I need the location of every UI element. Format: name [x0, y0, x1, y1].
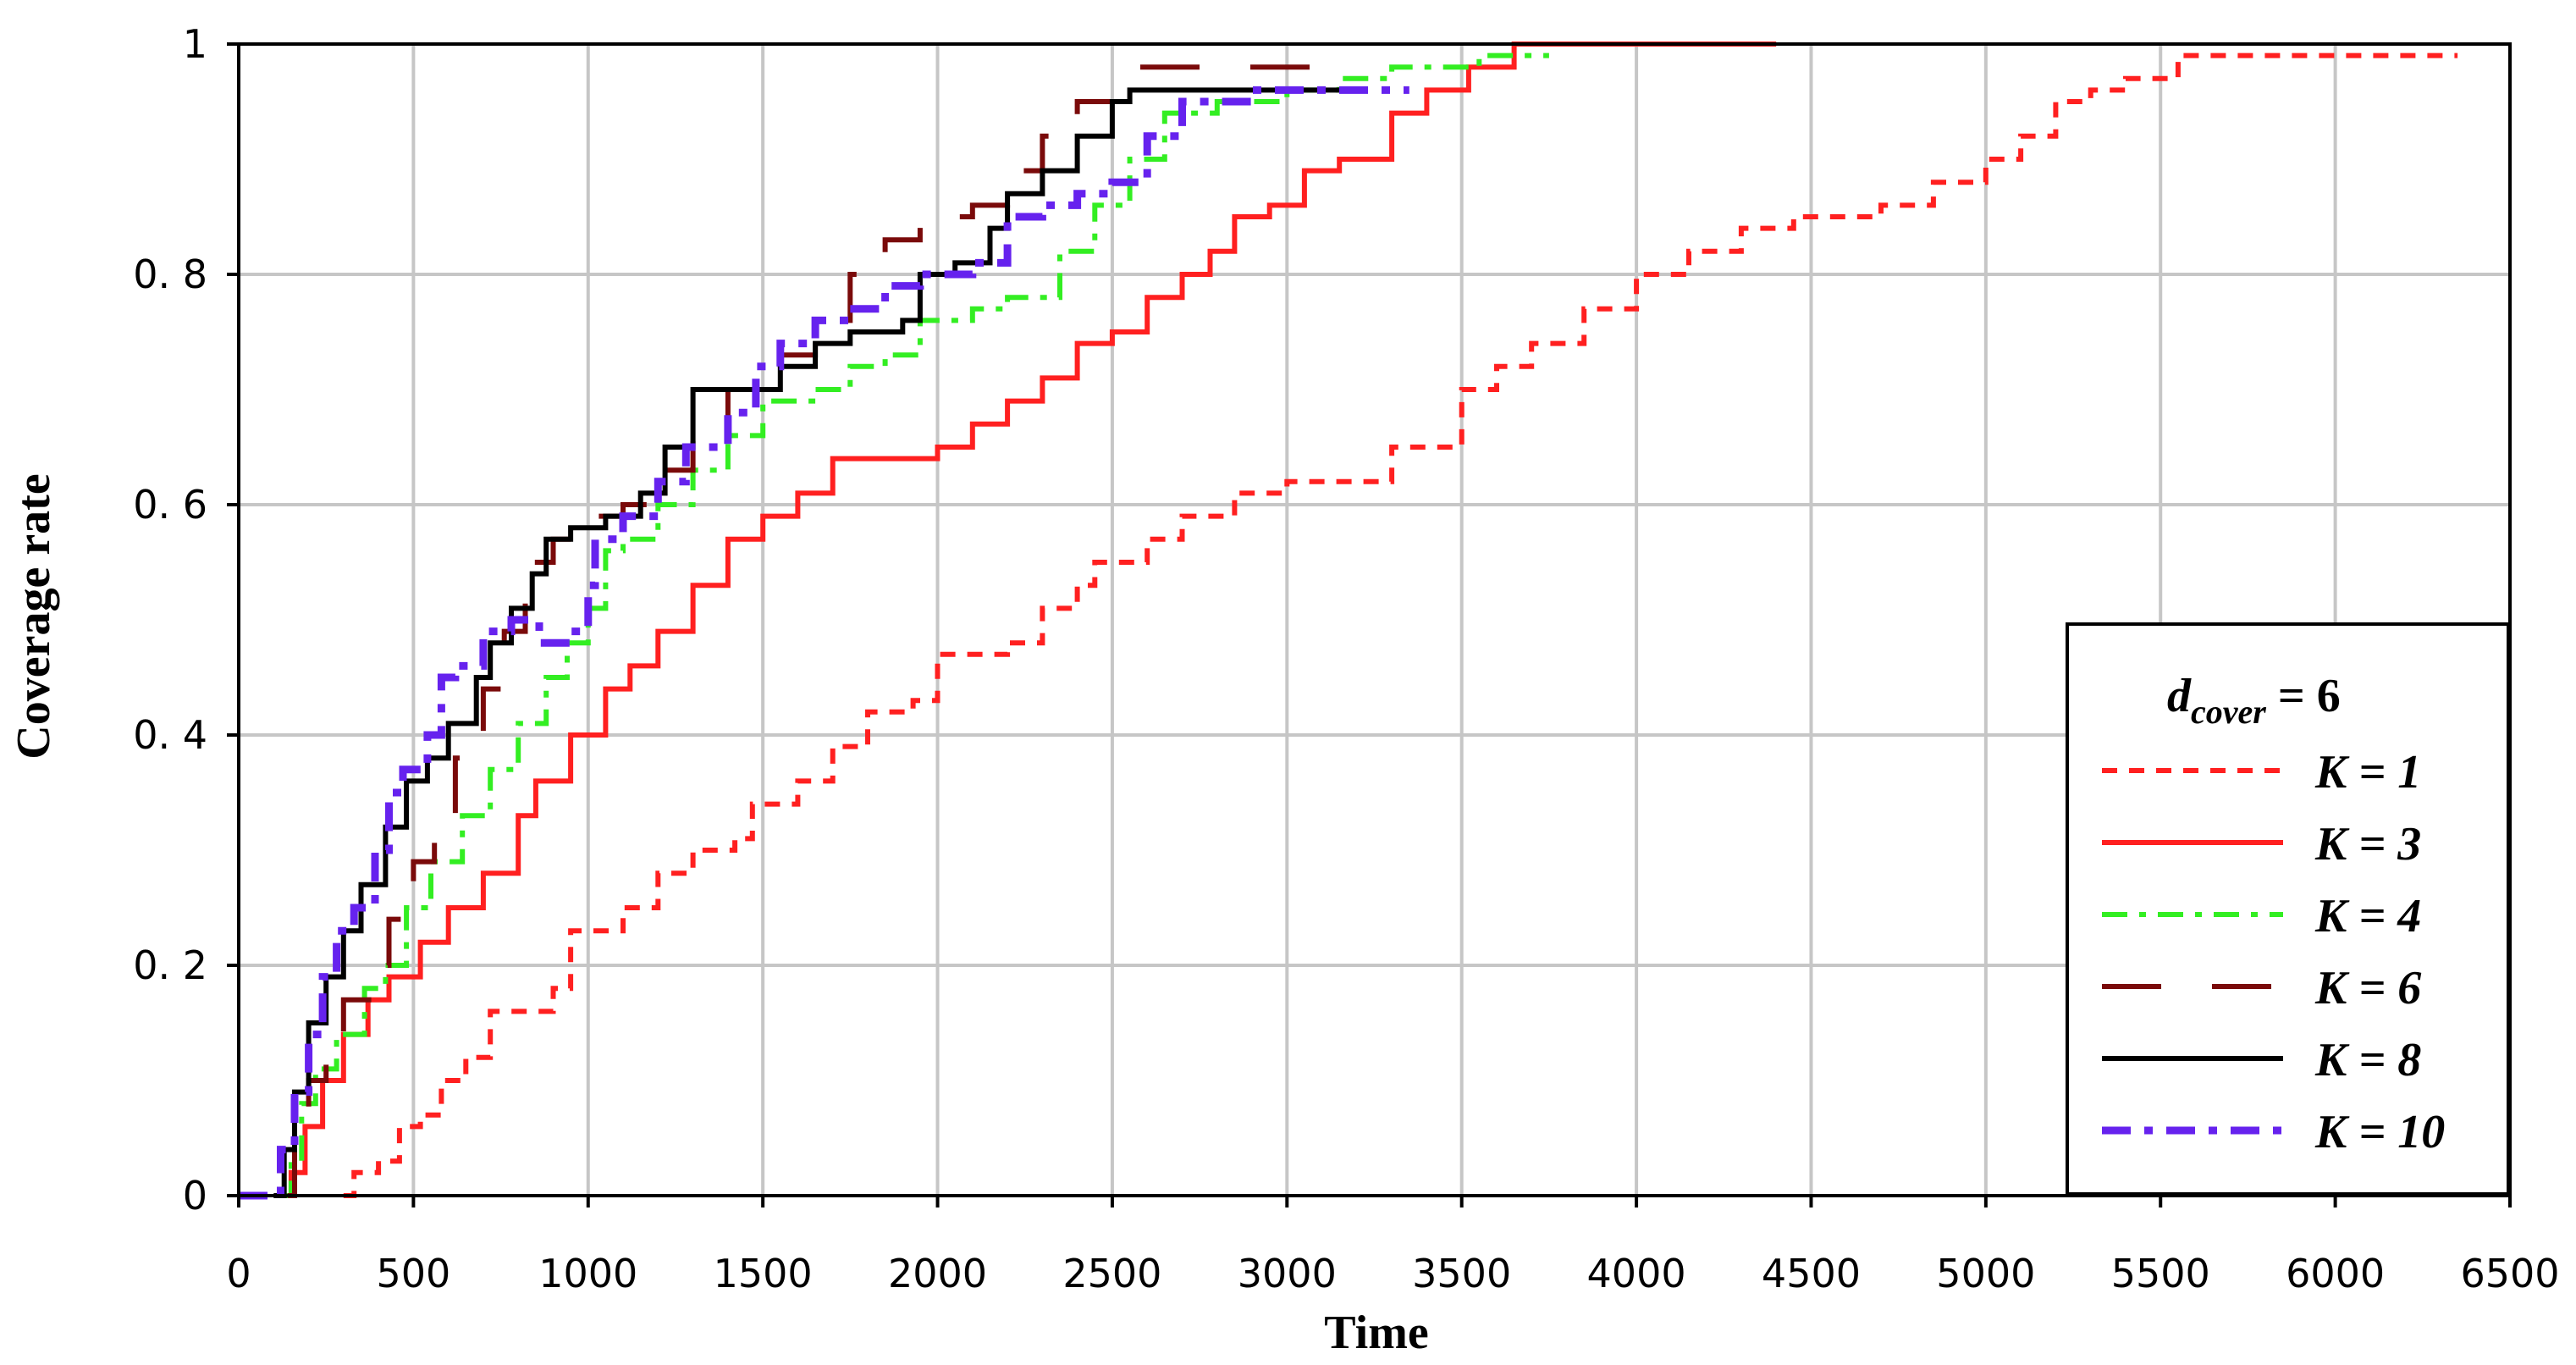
- y-tick-label: 0. 4: [133, 712, 207, 758]
- y-axis-ticks: 0 0. 2 0. 4 0. 6 0. 8 1: [133, 21, 239, 1219]
- legend-label-1: K = 1: [2314, 746, 2421, 799]
- plot-area-frame: [237, 42, 2512, 1197]
- y-tick-label: 1: [183, 21, 207, 67]
- x-tick-label: 4000: [1587, 1251, 1686, 1296]
- legend: dcover = 6 K = 1K = 3K = 4K = 6K = 8K = …: [2066, 622, 2510, 1196]
- x-tick-label: 2000: [888, 1251, 987, 1296]
- legend-label-6: K = 10: [2314, 1106, 2445, 1158]
- x-tick-label: 5500: [2111, 1251, 2210, 1296]
- series-line-2: [280, 41, 1777, 1198]
- legend-label-5: K = 8: [2314, 1034, 2421, 1086]
- x-tick-label: 6500: [2460, 1251, 2559, 1296]
- x-tick-label: 6000: [2286, 1251, 2385, 1296]
- legend-title-main: d: [2167, 670, 2192, 722]
- y-axis-title: Coverage rate: [8, 473, 60, 759]
- x-tick-label: 1500: [714, 1251, 813, 1296]
- y-tick-label: 0. 6: [133, 482, 207, 528]
- x-tick-label: 2500: [1062, 1251, 1161, 1296]
- legend-label-3: K = 4: [2314, 890, 2421, 942]
- series-line-4: [287, 64, 1322, 1198]
- legend-box: [2066, 622, 2510, 1196]
- series-line-5: [273, 87, 1340, 1198]
- x-tick-label: 5000: [1936, 1251, 2035, 1296]
- x-axis-ticks: 0 500 1000 1500 2000 2500 3000 3500 4000 4500 5000…: [226, 1196, 2560, 1296]
- series-line-1: [343, 52, 2458, 1198]
- legend-label-4: K = 6: [2314, 962, 2421, 1014]
- legend-title-suffix: = 6: [2266, 670, 2341, 722]
- x-tick-label: 4500: [1762, 1251, 1861, 1296]
- legend-label-2: K = 3: [2314, 818, 2421, 870]
- x-tick-label: 3000: [1238, 1251, 1337, 1296]
- x-tick-label: 500: [376, 1251, 450, 1296]
- series-lines: [239, 41, 2458, 1200]
- series-line-6: [239, 86, 1409, 1200]
- x-tick-label: 3500: [1412, 1251, 1511, 1296]
- x-axis-title: Time: [1324, 1307, 1428, 1359]
- legend-title: dcover = 6: [2167, 670, 2341, 731]
- legend-entries: K = 1 K = 3 K = 4 K = 6 K = 8 K = 10: [2102, 746, 2445, 1158]
- x-tick-label: 1000: [538, 1251, 637, 1296]
- y-tick-label: 0: [183, 1173, 207, 1219]
- x-tick-label: 0: [226, 1251, 251, 1296]
- y-tick-label: 0. 2: [133, 942, 207, 988]
- legend-title-sub: cover: [2191, 693, 2266, 731]
- y-tick-label: 0. 8: [133, 251, 207, 297]
